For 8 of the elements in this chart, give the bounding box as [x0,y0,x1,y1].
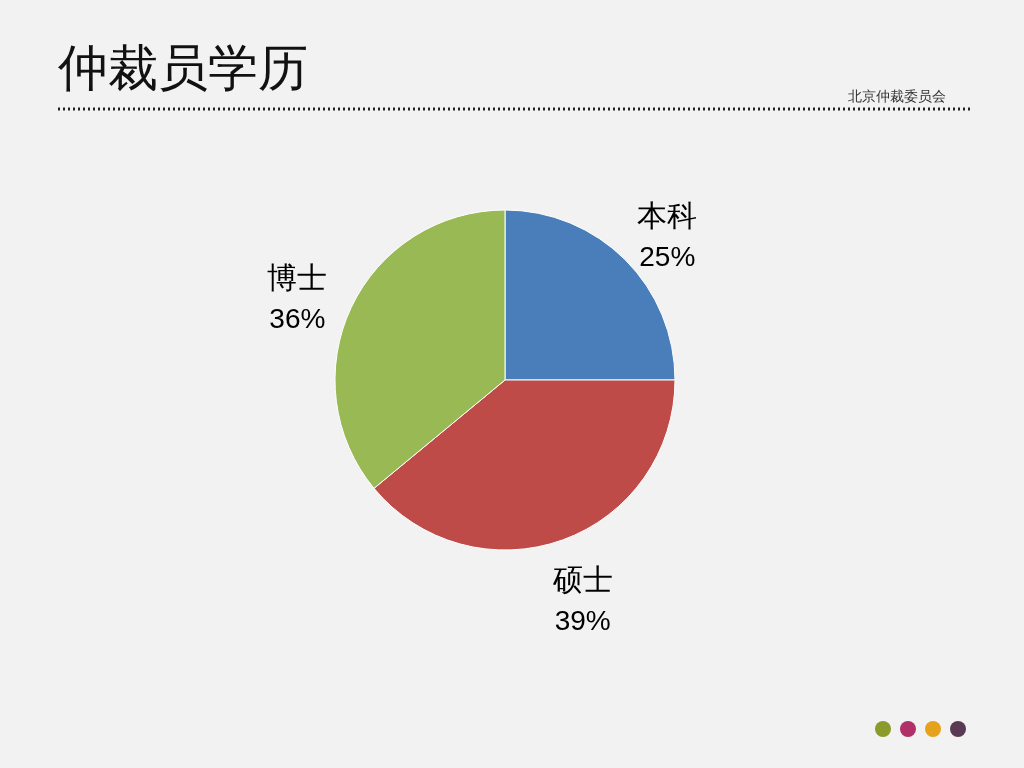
slice-label: 硕士 [551,561,613,597]
chart-title: 仲裁员学历 [58,39,308,97]
data-label: 25% [639,240,696,272]
data-label: 36% [269,302,326,334]
slice-label: 本科 [637,197,698,233]
text: 北京仲裁委员会 [848,88,946,104]
data-label: 39% [554,604,611,636]
slice-label: 博士 [267,259,328,295]
